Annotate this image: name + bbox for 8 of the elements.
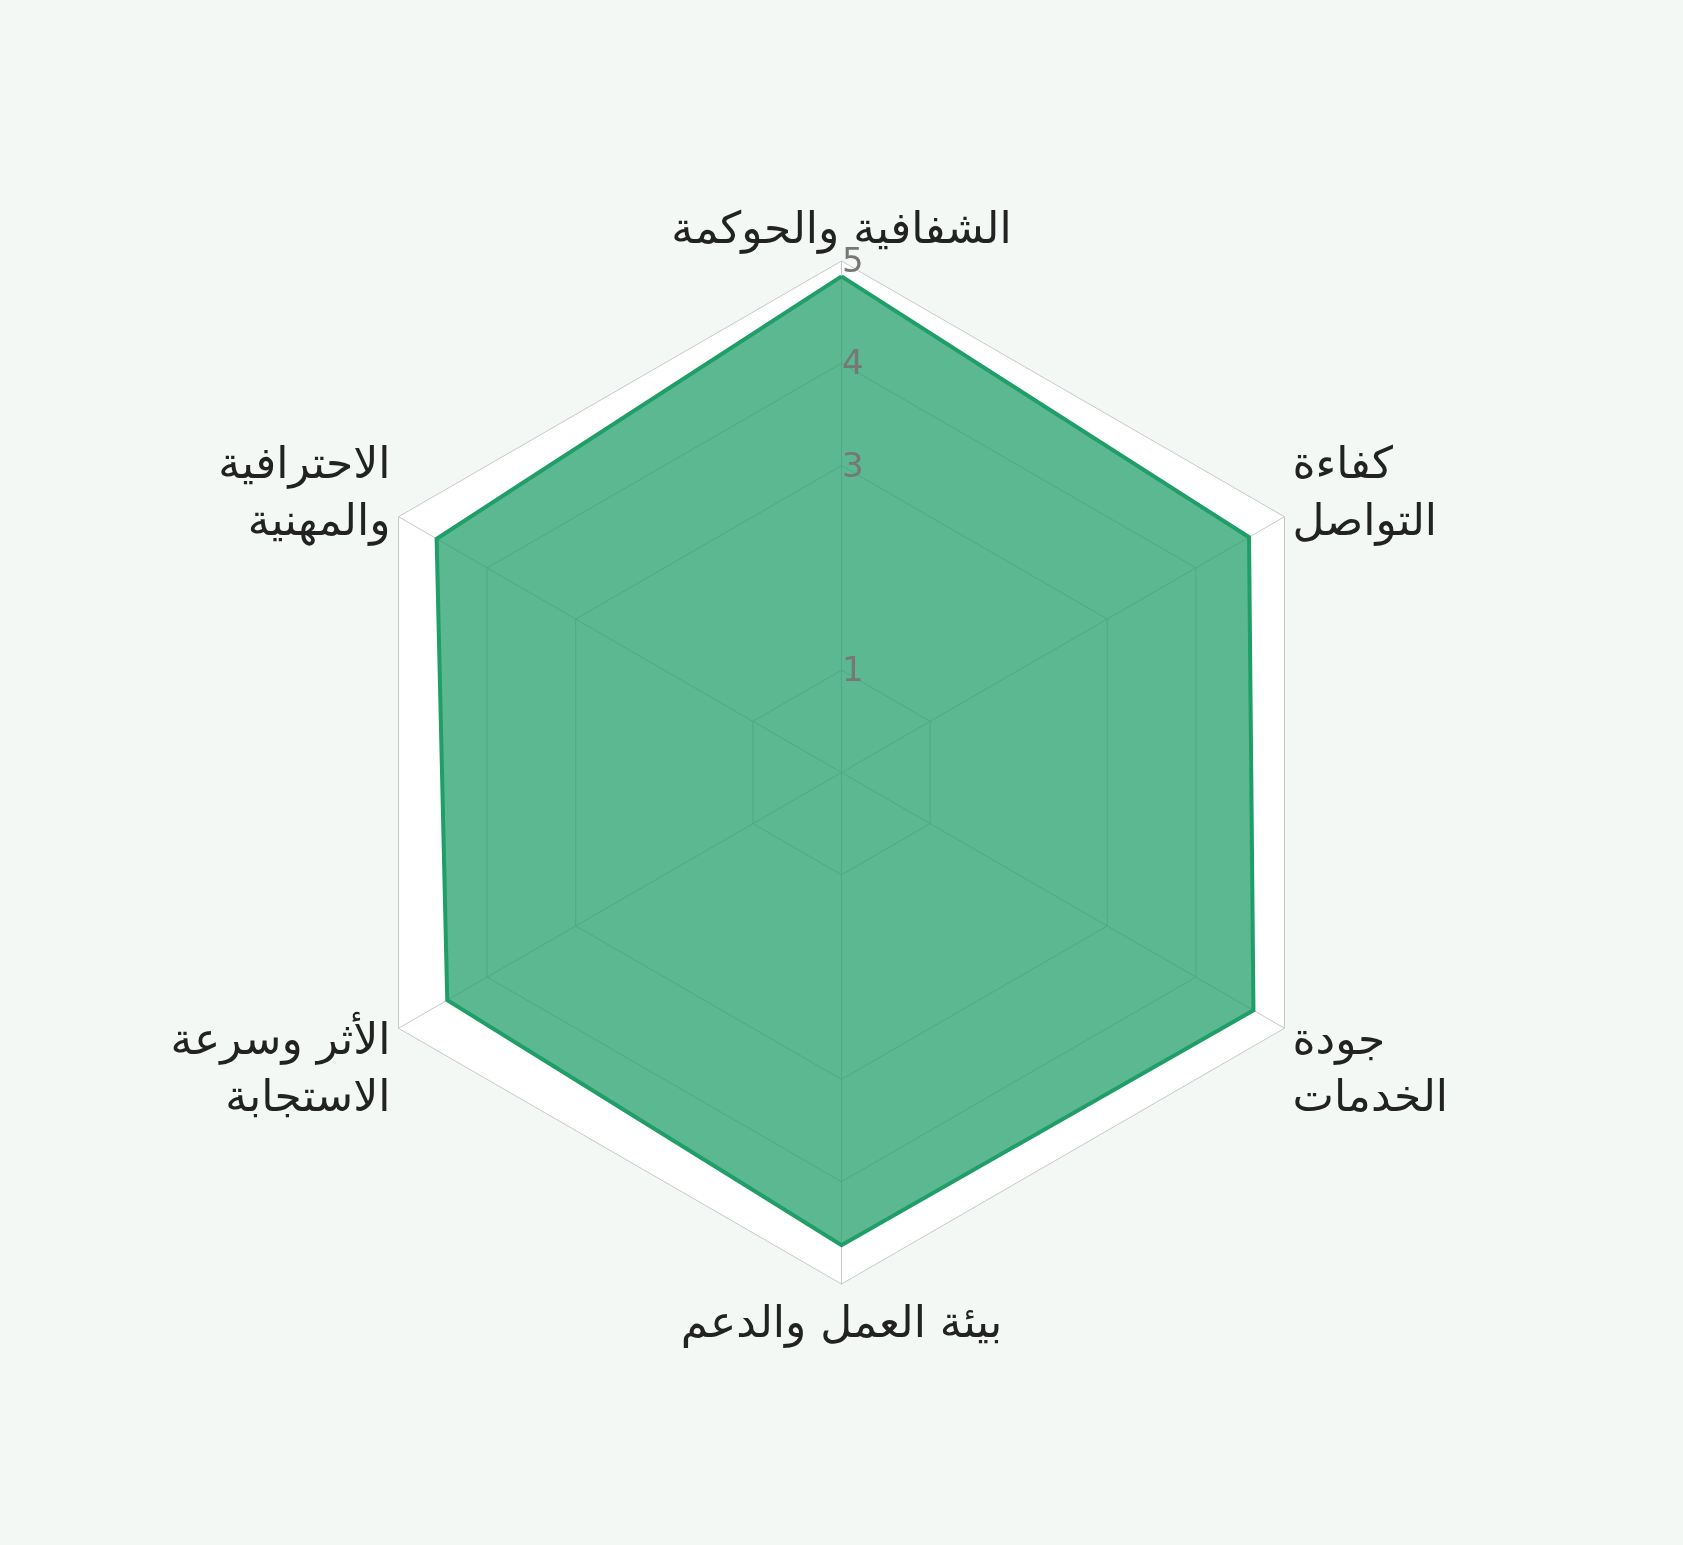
y-tick-label: 1 bbox=[842, 649, 864, 690]
y-tick-label: 4 bbox=[842, 342, 864, 383]
spoke-label: الأثر وسرعة الاستجابة bbox=[170, 1010, 391, 1122]
spoke-label: كفاءة التواصل bbox=[1292, 437, 1438, 547]
y-tick-label: 3 bbox=[842, 444, 864, 485]
spoke-label: بيئة العمل والدعم bbox=[680, 1296, 1003, 1349]
spoke-label: الاحترافية والمهنية bbox=[218, 437, 391, 547]
spoke-label: جودة الخدمات bbox=[1292, 1012, 1449, 1122]
